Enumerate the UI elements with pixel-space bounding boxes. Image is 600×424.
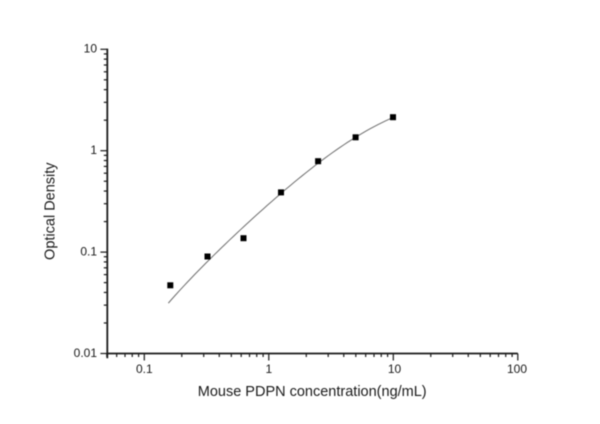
svg-text:0.1: 0.1 — [136, 362, 153, 376]
svg-text:0.01: 0.01 — [74, 346, 98, 360]
svg-text:10: 10 — [84, 42, 98, 56]
svg-text:Mouse PDPN concentration(ng/mL: Mouse PDPN concentration(ng/mL) — [198, 384, 427, 400]
svg-text:1: 1 — [90, 143, 97, 157]
svg-text:1: 1 — [265, 362, 272, 376]
svg-text:100: 100 — [507, 362, 527, 376]
svg-text:0.1: 0.1 — [80, 245, 97, 259]
svg-text:Optical Density: Optical Density — [43, 162, 59, 260]
svg-text:10: 10 — [388, 362, 402, 376]
